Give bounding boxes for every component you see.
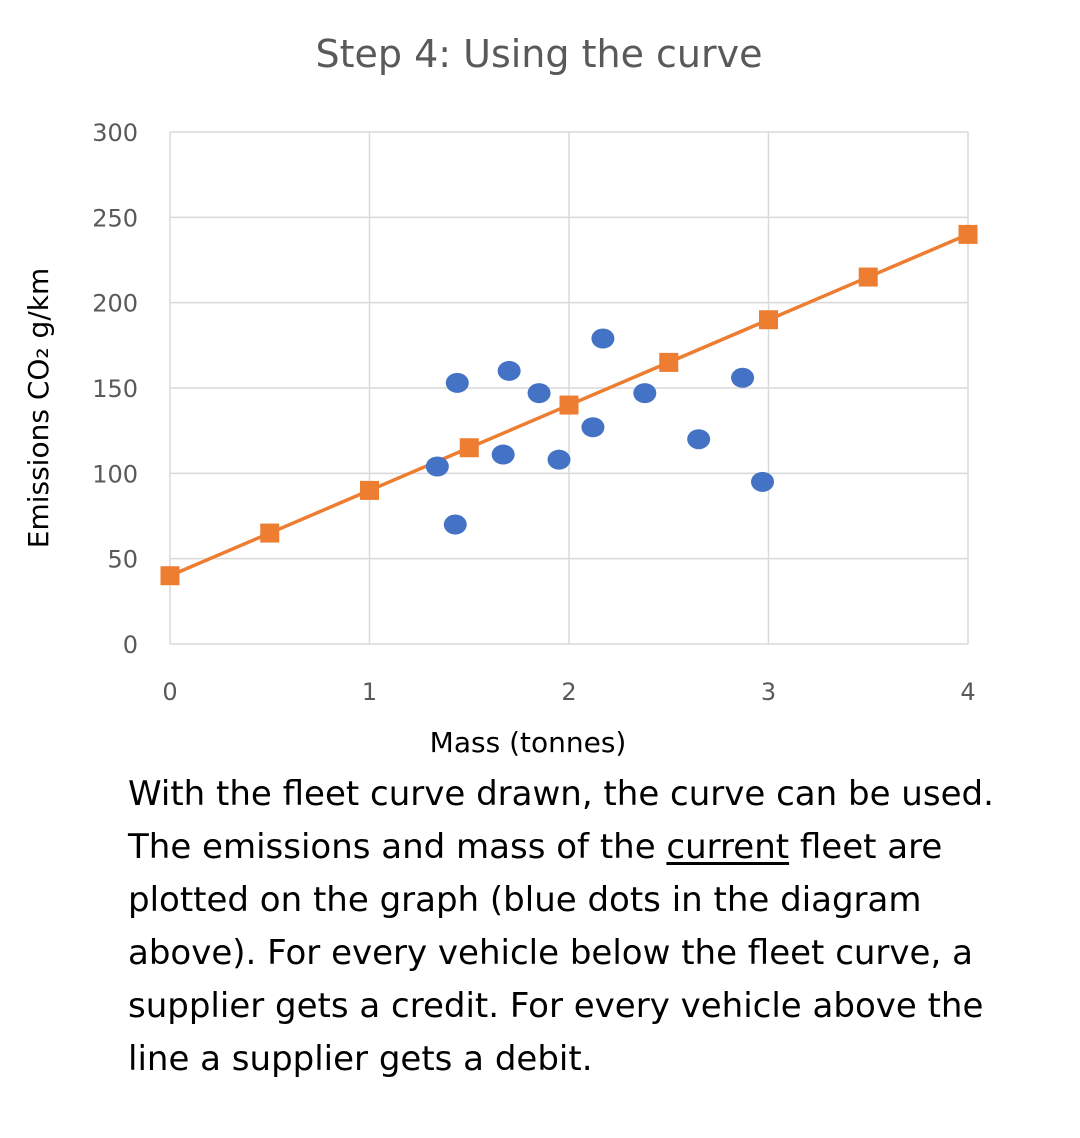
current-fleet-point	[687, 429, 711, 450]
y-tick-label: 0	[123, 631, 138, 659]
current-fleet-point	[581, 417, 605, 438]
fleet-curve-marker	[659, 352, 679, 372]
caption-underlined-word: current	[666, 827, 790, 867]
current-fleet-series	[425, 328, 775, 535]
fleet-curve-marker	[858, 267, 878, 287]
fleet-curve-marker	[260, 523, 280, 543]
y-tick-label: 300	[92, 119, 138, 147]
x-tick-label: 1	[362, 678, 377, 706]
caption-part-1: With the fleet curve drawn, the curve ca…	[128, 774, 994, 867]
current-fleet-point	[751, 471, 775, 492]
current-fleet-point	[591, 328, 615, 349]
caption-part-2: fleet are plotted on the graph (blue dot…	[128, 827, 984, 1079]
current-fleet-point	[497, 360, 521, 381]
y-tick-label: 150	[92, 375, 138, 403]
x-axis-label: Mass (tonnes)	[430, 726, 627, 759]
current-fleet-point	[527, 383, 551, 404]
y-tick-label: 250	[92, 204, 138, 232]
current-fleet-point	[491, 444, 515, 465]
y-tick-label: 200	[92, 290, 138, 318]
fleet-curve-marker	[759, 310, 778, 330]
chart-title: Step 4: Using the curve	[315, 32, 762, 76]
fleet-curve-series	[160, 224, 978, 586]
current-fleet-point	[445, 372, 469, 393]
fleet-curve-marker	[360, 480, 379, 500]
fleet-curve-marker	[559, 395, 579, 415]
y-axis-label: Emissions CO₂ g/km	[22, 268, 55, 548]
fleet-curve-marker	[958, 224, 978, 244]
caption-text: With the fleet curve drawn, the curve ca…	[128, 768, 1028, 1086]
fleet-curve-marker	[459, 438, 479, 458]
chart: Step 4: Using the curve 0 50 100 150 200 250 3…	[22, 32, 978, 759]
current-fleet-point	[425, 456, 449, 477]
current-fleet-point	[633, 383, 657, 404]
y-tick-label: 50	[107, 546, 138, 574]
tick-labels: 0 50 100 150 200 250 300 0 1 2 3 4	[92, 119, 975, 706]
x-tick-label: 0	[162, 678, 177, 706]
fleet-curve-marker	[160, 566, 180, 586]
gridlines	[169, 131, 969, 645]
x-tick-label: 2	[561, 678, 576, 706]
x-tick-label: 4	[960, 678, 975, 706]
current-fleet-point	[547, 449, 571, 470]
current-fleet-point	[731, 367, 755, 388]
current-fleet-point	[443, 514, 467, 535]
x-tick-label: 3	[761, 678, 776, 706]
y-tick-label: 100	[92, 460, 138, 488]
